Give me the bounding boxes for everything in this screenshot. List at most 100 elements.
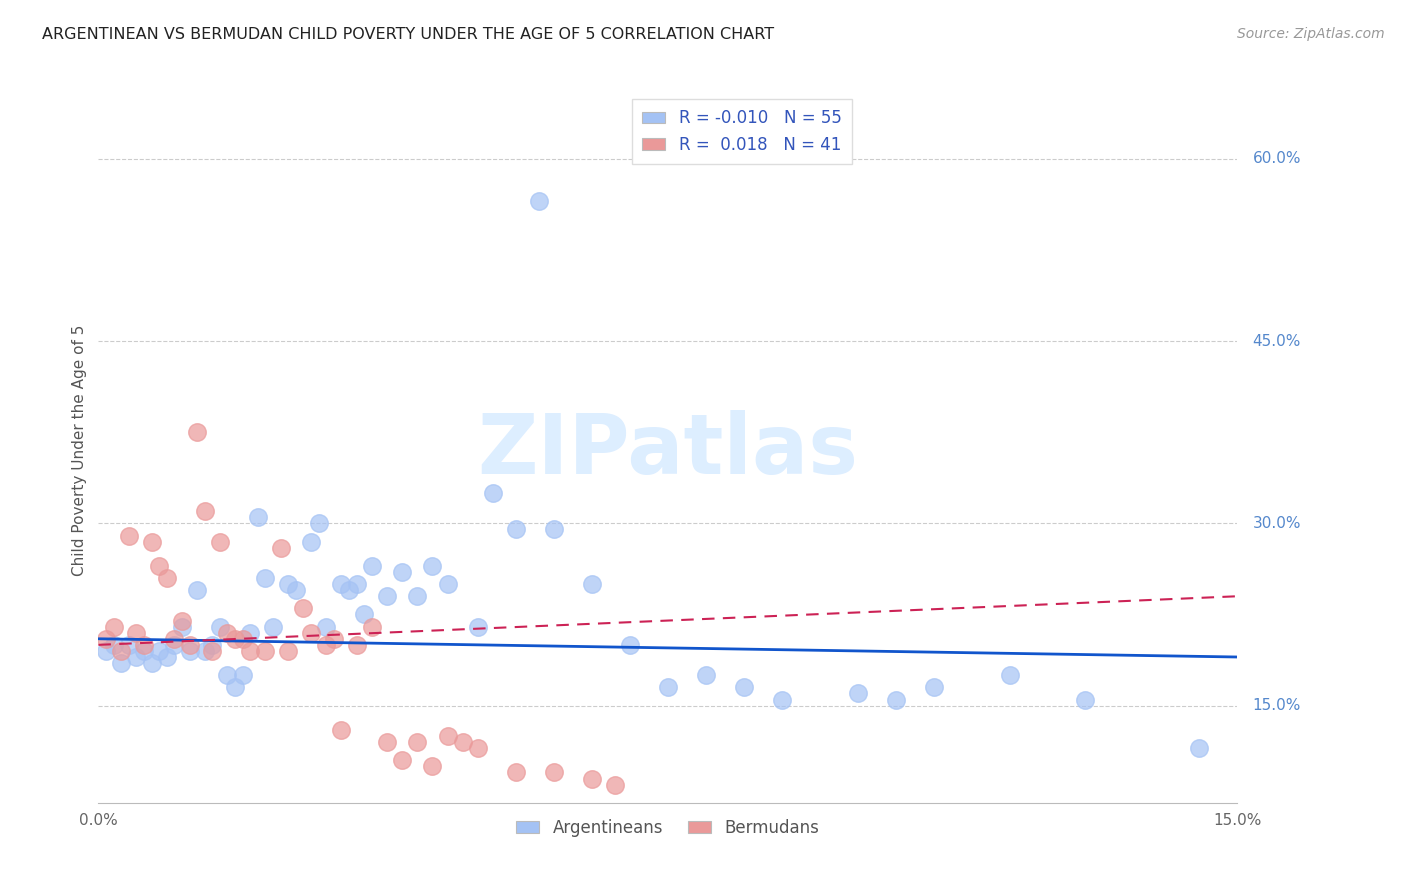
Point (657, 681, 679, 695)
Point (884, 692, 907, 706)
Point (467, 620, 489, 634)
Point (232, 668, 254, 682)
Point (422, 759, 444, 773)
Point (322, 632, 344, 646)
Point (163, 638, 186, 652)
Legend: Argentineans, Bermudans: Argentineans, Bermudans (509, 813, 827, 844)
Point (132, 638, 155, 652)
Point (239, 644, 262, 658)
Point (103, 638, 125, 652)
Point (232, 632, 254, 646)
Point (201, 644, 224, 658)
Point (695, 668, 717, 682)
Point (375, 735, 398, 749)
Point (110, 644, 132, 658)
Point (224, 681, 246, 695)
Point (360, 558, 382, 573)
Point (406, 735, 429, 749)
Point (254, 644, 277, 658)
Point (217, 668, 239, 682)
Point (208, 534, 231, 549)
Point (505, 765, 527, 780)
Point (132, 644, 155, 658)
Point (451, 735, 474, 749)
Point (391, 565, 413, 579)
Point (330, 723, 353, 737)
Point (170, 620, 193, 634)
Point (148, 644, 170, 658)
Point (292, 601, 315, 615)
Point (103, 620, 125, 634)
Point (330, 577, 353, 591)
Point (406, 589, 429, 603)
Point (998, 668, 1021, 682)
Point (110, 656, 132, 670)
Point (246, 510, 269, 524)
Point (186, 425, 208, 440)
Point (270, 541, 292, 555)
Point (284, 583, 307, 598)
Point (346, 638, 368, 652)
Point (194, 644, 217, 658)
Point (262, 620, 284, 634)
Point (375, 589, 398, 603)
Point (422, 558, 444, 573)
Point (1074, 692, 1097, 706)
Point (360, 620, 382, 634)
Point (505, 523, 527, 537)
Point (353, 607, 375, 622)
Point (770, 692, 793, 706)
Y-axis label: Child Poverty Under the Age of 5: Child Poverty Under the Age of 5 (72, 325, 87, 576)
Point (224, 632, 246, 646)
Point (467, 741, 489, 756)
Point (543, 765, 565, 780)
Point (94, 644, 117, 658)
Point (391, 753, 413, 767)
Text: 15.0%: 15.0% (1253, 698, 1301, 713)
Point (125, 650, 148, 665)
Point (315, 620, 337, 634)
Point (156, 650, 179, 665)
Point (186, 583, 208, 598)
Point (527, 194, 550, 209)
Point (148, 558, 170, 573)
Text: ZIPatlas: ZIPatlas (478, 410, 858, 491)
Point (299, 534, 322, 549)
Point (141, 534, 163, 549)
Point (315, 638, 337, 652)
Point (482, 486, 505, 500)
Point (254, 571, 277, 585)
Point (163, 632, 186, 646)
Point (125, 625, 148, 640)
Point (94, 632, 117, 646)
Point (277, 644, 299, 658)
Point (543, 523, 565, 537)
Text: 45.0%: 45.0% (1253, 334, 1301, 349)
Point (436, 729, 458, 743)
Point (581, 772, 603, 786)
Point (922, 681, 945, 695)
Point (337, 583, 360, 598)
Point (619, 638, 641, 652)
Point (436, 577, 458, 591)
Point (733, 681, 755, 695)
Point (1188, 741, 1211, 756)
Point (217, 625, 239, 640)
Point (603, 778, 626, 792)
Point (118, 638, 141, 652)
Point (299, 625, 322, 640)
Text: Source: ZipAtlas.com: Source: ZipAtlas.com (1237, 27, 1385, 41)
Point (581, 577, 603, 591)
Text: 60.0%: 60.0% (1253, 152, 1301, 167)
Point (208, 620, 231, 634)
Point (179, 644, 201, 658)
Point (277, 577, 299, 591)
Point (308, 516, 330, 531)
Point (156, 571, 179, 585)
Text: 30.0%: 30.0% (1253, 516, 1301, 531)
Point (239, 625, 262, 640)
Point (179, 638, 201, 652)
Point (201, 638, 224, 652)
Text: ARGENTINEAN VS BERMUDAN CHILD POVERTY UNDER THE AGE OF 5 CORRELATION CHART: ARGENTINEAN VS BERMUDAN CHILD POVERTY UN… (42, 27, 775, 42)
Point (141, 656, 163, 670)
